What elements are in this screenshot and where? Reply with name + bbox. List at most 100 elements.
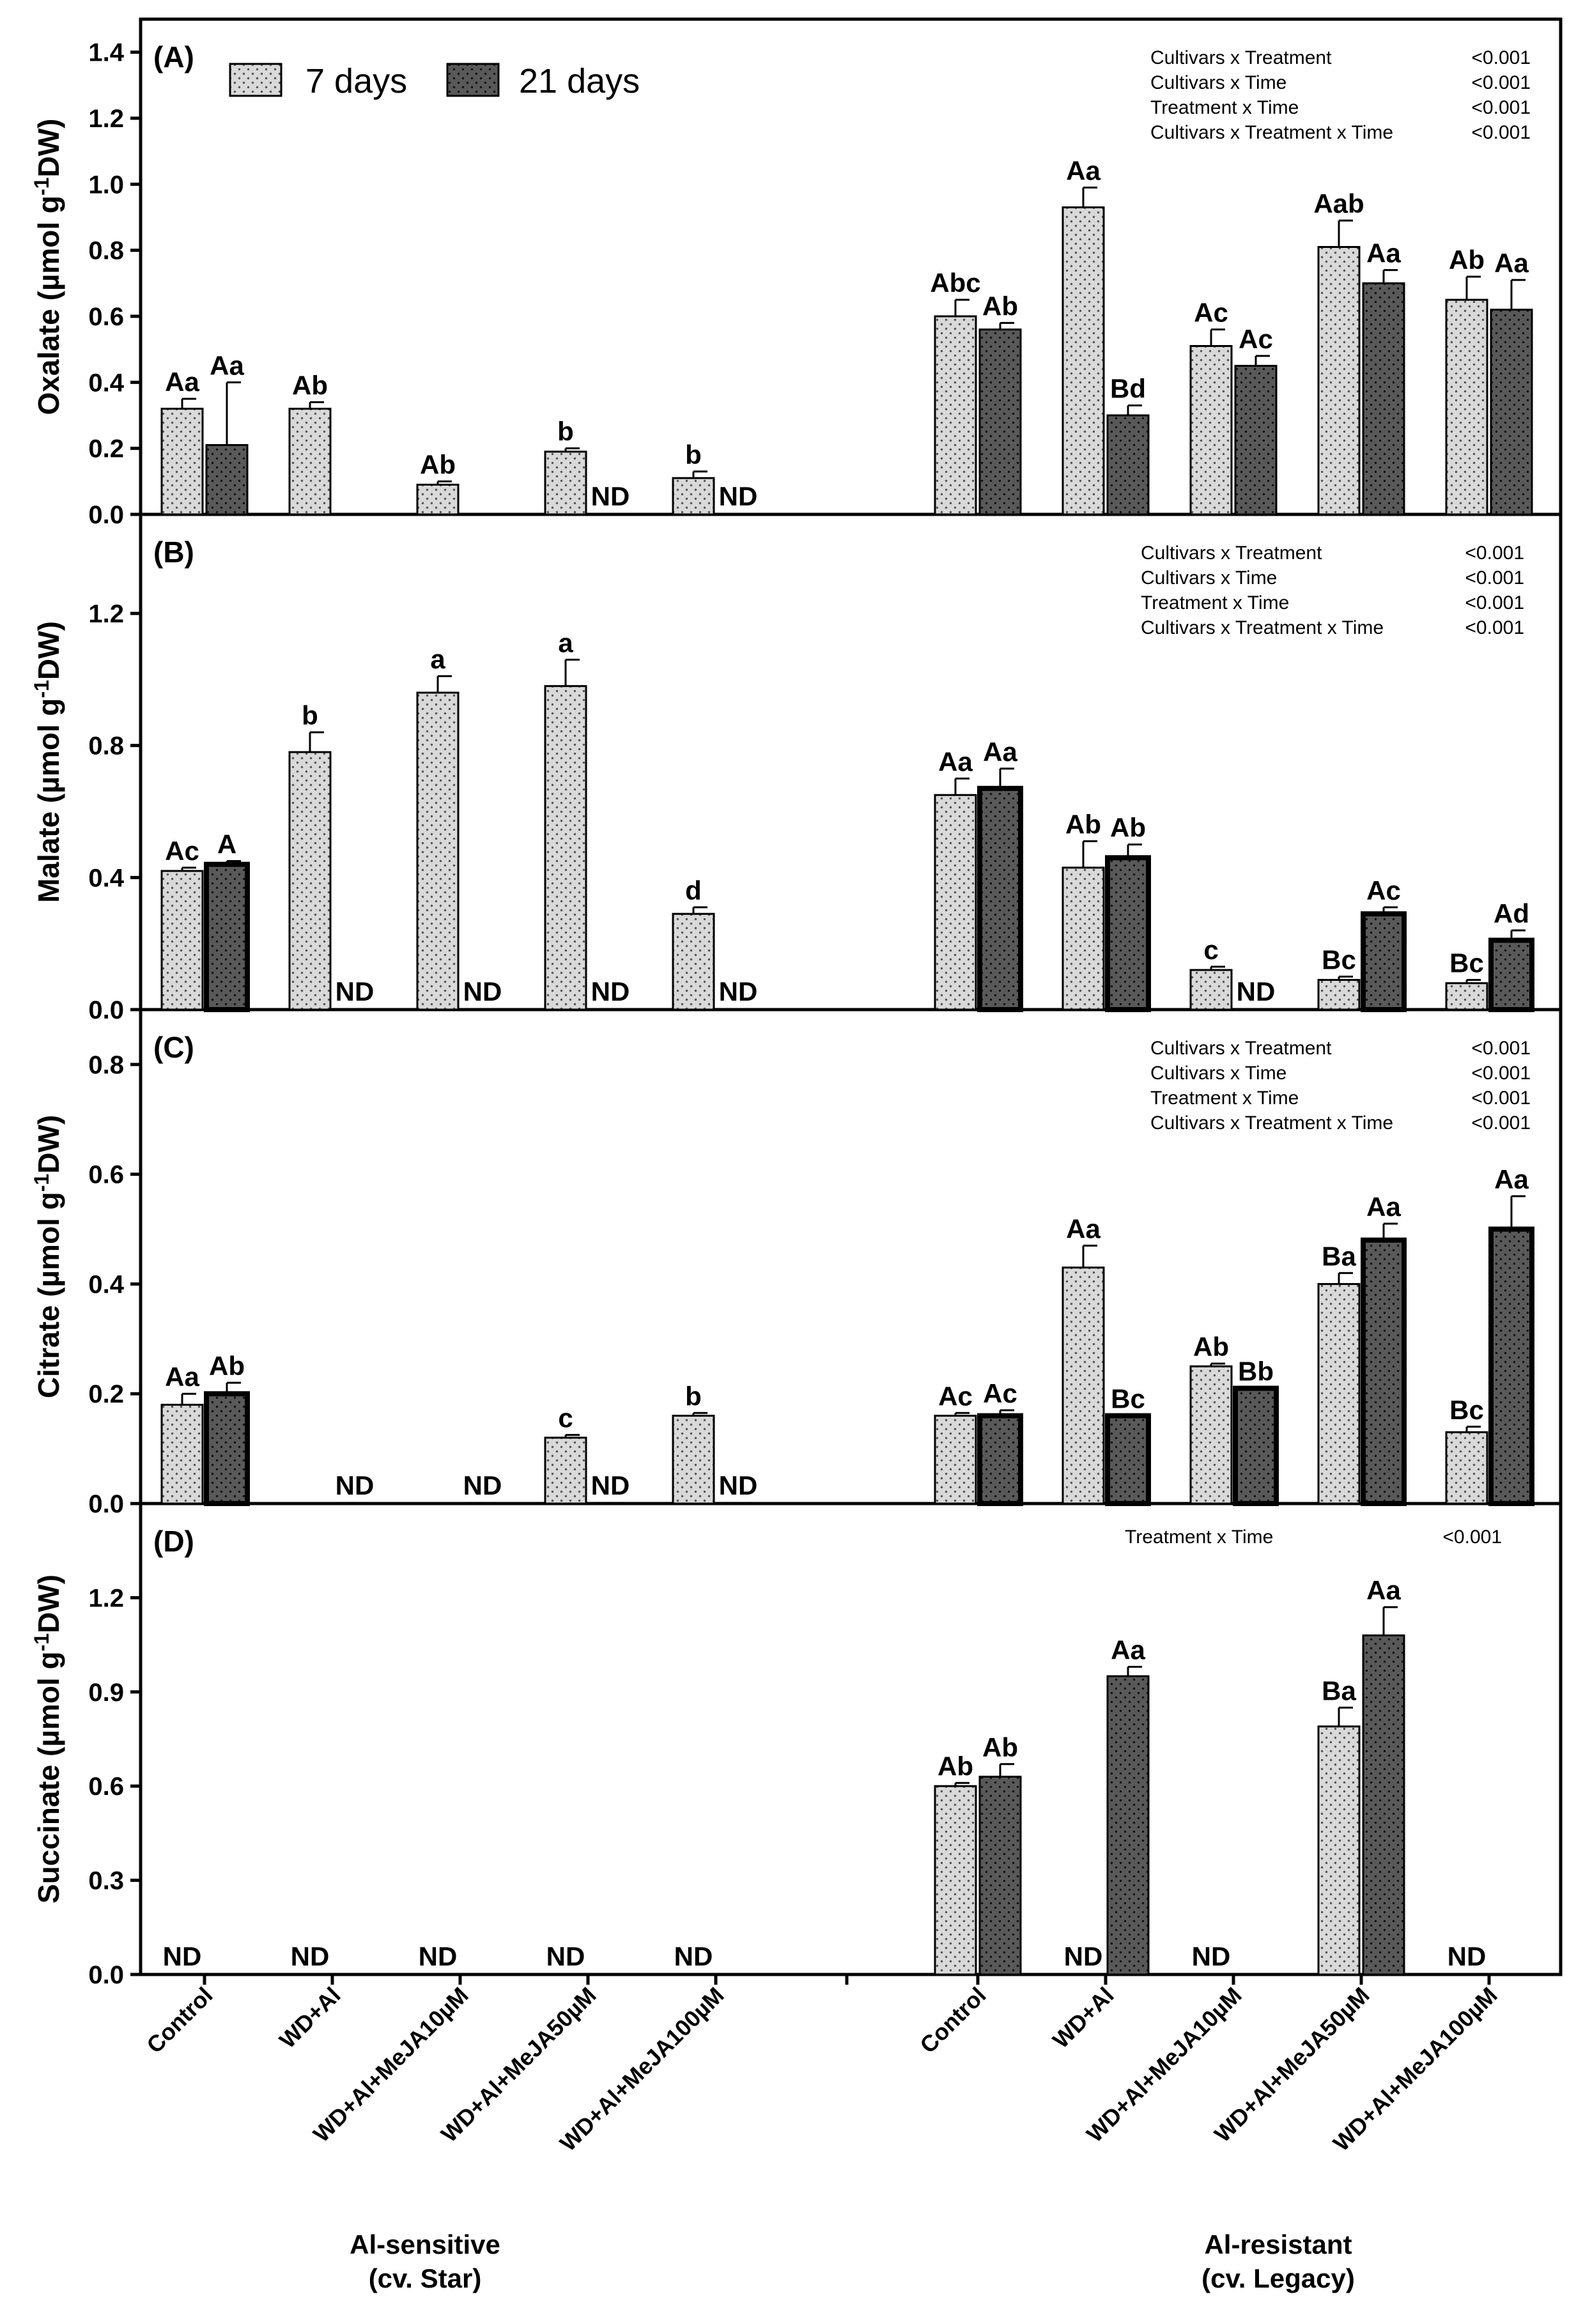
y-tick-label: 0.3 [88,1867,124,1895]
significance-label: Aa [165,367,199,397]
significance-label: Ab [1110,813,1146,843]
stats-term: Cultivars x Treatment [1150,47,1332,68]
significance-label: Ab [420,449,456,479]
nd-label: ND [291,1941,330,1971]
y-tick-label: 0.8 [88,732,124,760]
significance-label: b [685,1381,702,1411]
nd-label: ND [336,976,375,1006]
nd-label: ND [163,1941,202,1971]
stats-term: Cultivars x Treatment x Time [1141,617,1384,638]
significance-label: Aa [1111,1635,1145,1665]
nd-label: ND [719,1470,758,1500]
nd-label: ND [719,481,758,511]
bar-7-days [1062,206,1105,516]
panel-label: (D) [153,1525,194,1558]
nd-label: ND [591,976,630,1006]
panel-label: (C) [153,1031,194,1064]
bar-21-days [1106,414,1150,516]
bar-21-days [1490,309,1533,516]
y-tick-label: 0.6 [88,303,124,331]
y-tick-label: 0.4 [88,369,124,397]
bar-21-days [1488,937,1534,1012]
y-tick-label: 0.0 [88,1490,124,1518]
significance-label: Ab [209,1351,245,1381]
stats-term: Cultivars x Treatment x Time [1150,122,1393,143]
bar-7-days [1189,1365,1233,1505]
nd-label: ND [336,1470,375,1500]
stats-p-value: <0.001 [1465,592,1524,613]
y-tick-label: 0.2 [88,435,124,463]
bar-21-days [1362,282,1405,516]
bar-21-days [1106,1675,1150,1976]
nd-label: ND [1192,1941,1231,1971]
bar-7-days [1317,979,1361,1011]
significance-label: Aa [938,746,973,776]
significance-label: Ba [1322,1241,1356,1271]
significance-label: Bc [1111,1384,1145,1414]
significance-label: c [558,1403,573,1433]
significance-label: Ac [1194,298,1228,328]
bar-7-days [1189,969,1233,1011]
stats-p-value: <0.001 [1471,122,1531,143]
bar-21-days [1105,855,1151,1013]
y-tick-label: 1.0 [88,171,124,199]
nd-label: ND [719,976,758,1006]
stats-term: Treatment x Time [1141,592,1289,613]
x-axis-ticks [203,1974,1491,1985]
stats-p-value: <0.001 [1471,72,1531,93]
y-tick-label: 0.4 [88,1270,124,1298]
bar-7-days [288,408,332,516]
stats-term: Treatment x Time [1125,1527,1273,1548]
significance-label: a [430,644,445,674]
significance-label: b [302,700,318,730]
y-tick-label: 0.6 [88,1161,124,1189]
stats-p-value: <0.001 [1465,567,1524,589]
group-label-sensitive: Al-sensitive [350,2229,500,2259]
bar-7-days [160,1403,204,1505]
legend-swatch-7-days [229,63,282,97]
stats-p-value: <0.001 [1471,1063,1531,1084]
bar-21-days [1361,911,1407,1012]
bar-7-days [416,691,460,1011]
significance-label: a [558,627,573,658]
y-tick-label: 0.0 [88,501,124,529]
bar-7-days [288,751,332,1011]
legend: 7 days 21 days [229,62,640,100]
panel-label: (B) [153,535,194,569]
significance-label: Bd [1110,374,1146,404]
significance-label: Aa [983,737,1017,767]
bar-7-days [1062,866,1105,1011]
y-tick-label: 0.9 [88,1679,124,1707]
y-tick-label: 0.4 [88,864,124,892]
panel-label: (A) [153,40,194,73]
y-axis-title: Citrate (µmol g-1DW) [30,1115,65,1398]
y-axis-title: Malate (µmol g-1DW) [30,621,65,903]
nd-label: ND [591,481,630,511]
significance-label: Ac [165,836,199,866]
y-tick-label: 0.0 [88,996,124,1024]
significance-label: Ac [983,1378,1017,1408]
significance-label: Aa [1066,1213,1101,1243]
stats-p-value: <0.001 [1442,1527,1502,1548]
legend-label-21-days: 21 days [519,62,640,100]
group-sublabel-resistant: (cv. Legacy) [1201,2263,1355,2293]
stats-term: Treatment x Time [1150,1088,1299,1109]
significance-label: Aa [1366,1575,1401,1605]
group-labels: Al-sensitive (cv. Star) Al-resistant (cv… [350,2229,1355,2293]
y-tick-label: 1.2 [88,1584,124,1612]
significance-label: Ba [1322,1675,1356,1705]
stats-p-value: <0.001 [1471,1088,1531,1109]
significance-label: Ac [1366,875,1401,905]
stats-term: Cultivars x Treatment x Time [1150,1112,1393,1134]
y-axis-title: Oxalate (µmol g-1DW) [30,119,65,415]
y-tick-label: 1.2 [88,600,124,628]
stats-p-value: <0.001 [1465,543,1524,564]
nd-label: ND [463,976,502,1006]
significance-label: Aa [1366,238,1401,268]
nd-label: ND [1237,976,1276,1006]
bar-7-days [934,1415,977,1505]
bar-7-days [416,484,460,516]
significance-label: Aa [1494,1164,1529,1194]
